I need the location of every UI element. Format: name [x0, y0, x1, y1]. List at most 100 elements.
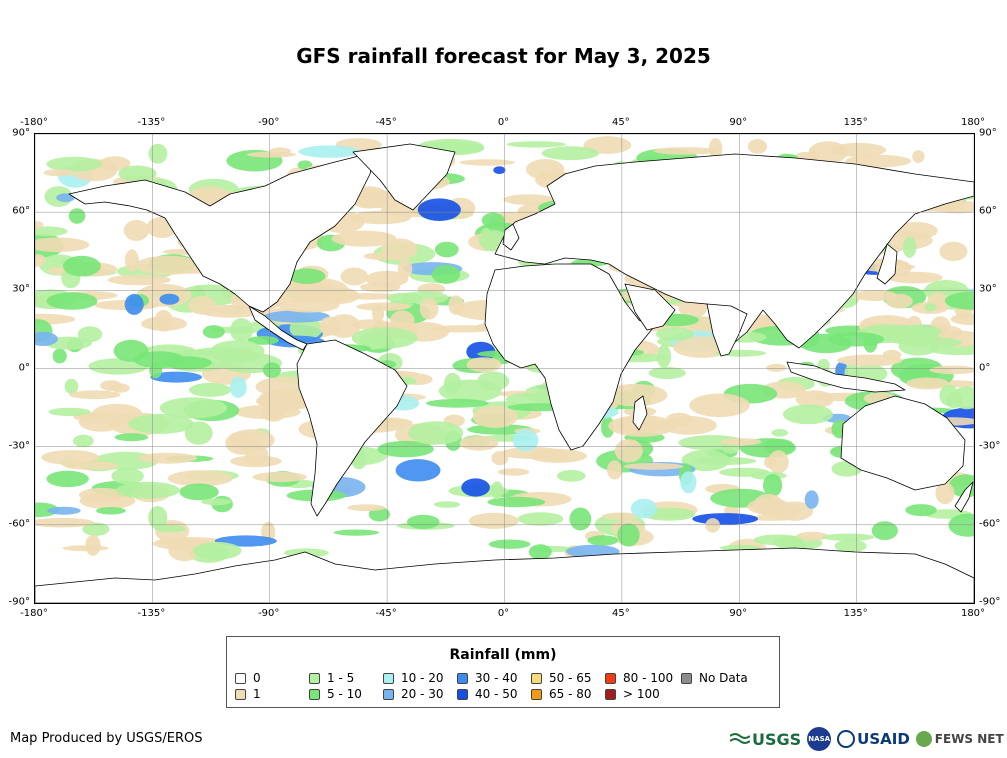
- rain-cell: [708, 138, 723, 160]
- legend-item: 65 - 80: [531, 687, 592, 701]
- rain-cell: [906, 377, 949, 390]
- legend-label: 50 - 65: [549, 671, 592, 685]
- legend-swatch: [457, 688, 468, 700]
- legend-label: 80 - 100: [623, 671, 674, 685]
- rain-cell: [64, 378, 79, 394]
- rain-cell: [52, 348, 67, 364]
- rain-cell: [648, 367, 686, 379]
- rain-cell: [525, 159, 565, 180]
- fews-logo-text: FEWS NET: [934, 732, 1004, 746]
- rain-cell: [47, 506, 81, 515]
- lon-tick-bottom: 0°: [497, 608, 510, 619]
- legend-swatch: [531, 672, 542, 684]
- rain-cell: [517, 512, 564, 526]
- usgs-wave-icon: [730, 733, 750, 744]
- rain-cell: [124, 293, 144, 315]
- lat-tick-left: -30°: [8, 440, 30, 452]
- rain-cell: [114, 433, 149, 442]
- rain-cell: [448, 295, 464, 315]
- usaid-seal-icon: [837, 730, 856, 748]
- lat-tick-right: 0°: [979, 362, 991, 373]
- rainfall-map[interactable]: [34, 133, 975, 604]
- lat-tick-left: -90°: [8, 596, 30, 608]
- rain-cell: [902, 236, 917, 258]
- rain-cell: [490, 481, 504, 500]
- rain-cell: [583, 136, 632, 154]
- rain-cell: [623, 463, 684, 470]
- rain-cell: [360, 282, 401, 293]
- legend-swatch: [383, 688, 394, 700]
- lat-tick-left: 0°: [18, 362, 30, 373]
- rain-cell: [111, 468, 144, 485]
- rain-cell: [920, 287, 968, 295]
- rain-cell: [459, 436, 499, 451]
- rain-cell: [503, 194, 554, 205]
- legend-label: 1: [253, 687, 261, 701]
- lon-tick-bottom: 180°: [960, 608, 986, 619]
- rain-cell: [487, 496, 546, 508]
- rain-cell: [928, 345, 974, 356]
- south-america-outline: [296, 339, 408, 517]
- legend-swatch: [235, 672, 246, 684]
- lon-tick-top: 180°: [960, 117, 986, 128]
- rain-cell: [269, 147, 292, 156]
- legend-swatch: [309, 672, 320, 684]
- rain-cell: [35, 331, 58, 346]
- india-outline: [706, 303, 748, 357]
- rain-cell: [288, 268, 326, 284]
- rain-cell: [347, 504, 386, 512]
- lon-tick-top: 135°: [843, 117, 868, 128]
- rain-cell: [720, 438, 762, 446]
- legend-swatch: [383, 672, 394, 684]
- legend-swatch: [605, 688, 616, 700]
- indonesia-outline: [786, 361, 906, 393]
- lat-tick-right: 90°: [979, 127, 997, 139]
- rain-cell: [111, 383, 130, 393]
- legend-label: 30 - 40: [475, 671, 518, 685]
- rain-cell: [753, 534, 803, 546]
- rain-cell: [210, 340, 265, 363]
- rain-cell: [351, 327, 418, 349]
- rain-cell: [461, 478, 490, 497]
- rain-cell: [377, 440, 434, 458]
- rain-cell: [35, 254, 46, 267]
- rain-cell: [800, 333, 853, 354]
- legend-item: 30 - 40: [457, 671, 518, 685]
- legend-title: Rainfall (mm): [449, 647, 557, 663]
- fews-leaf-icon: [915, 731, 932, 747]
- rain-cell: [133, 351, 186, 369]
- legend-item: 5 - 10: [309, 687, 362, 701]
- rain-cell: [229, 376, 247, 398]
- rain-cell: [150, 371, 202, 383]
- rain-cell: [168, 539, 202, 562]
- legend-label: > 100: [623, 687, 660, 701]
- rain-cell: [601, 512, 641, 521]
- legend-item: 50 - 65: [531, 671, 592, 685]
- rain-cell: [617, 523, 640, 547]
- rain-cell: [77, 326, 103, 343]
- rain-cell: [35, 226, 68, 237]
- rain-cell: [929, 365, 974, 375]
- rain-cell: [505, 392, 563, 407]
- legend: Rainfall (mm) 0 1 1 - 5 5 - 10 10 - 20 20 - 3…: [226, 636, 780, 708]
- rain-cell: [149, 361, 163, 379]
- rain-cell: [705, 518, 720, 533]
- rain-cell: [472, 406, 518, 428]
- rain-cell: [135, 255, 201, 275]
- rain-cell: [35, 237, 90, 253]
- rain-cell: [625, 419, 667, 433]
- rain-cell: [46, 292, 98, 310]
- legend-swatch: [681, 672, 692, 684]
- rain-cell: [913, 337, 962, 348]
- lat-tick-left: 60°: [12, 205, 30, 217]
- greenland-outline: [352, 143, 456, 211]
- rain-cell: [262, 362, 281, 378]
- map-canvas: [35, 134, 974, 603]
- lon-tick-top: -90°: [258, 117, 280, 128]
- rain-cell: [845, 154, 912, 168]
- usgs-logo-text: USGS: [752, 729, 802, 749]
- rain-cell: [497, 468, 530, 476]
- legend-item: > 100: [605, 687, 660, 701]
- rain-cell: [630, 498, 658, 519]
- rain-cell: [419, 297, 439, 320]
